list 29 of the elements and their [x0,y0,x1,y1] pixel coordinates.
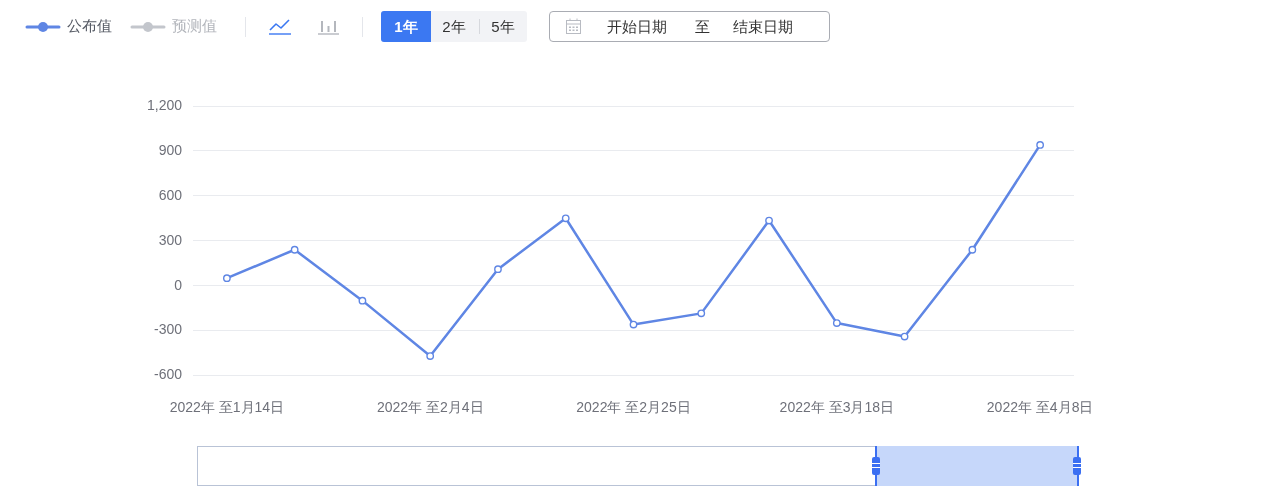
point [494,265,502,274]
point [561,214,570,223]
y-tick-label: -600 [153,366,183,383]
date-range-field: 开始日期 至 结束日期 [549,11,830,42]
point [629,320,638,329]
point [968,245,977,254]
y-tick-label: 300 [158,231,183,248]
y-tick-label: 600 [158,186,183,203]
y-tick-label: -300 [153,321,183,338]
point [222,274,231,283]
x-tick-label: 2022年 至3月18日 [779,398,895,415]
point [900,332,909,341]
x-tick-label: 2022年 至2月4日 [376,398,484,415]
legend-label: 预测值 [172,17,217,35]
point [290,245,299,254]
period-selector: 1年 2年 5年 [381,11,527,42]
x-tick-label: 2022年 至4月8日 [986,398,1094,415]
point [426,352,435,360]
point [697,309,706,318]
point [1036,141,1045,149]
legend-label: 公布值 [67,17,112,35]
x-tick-label: 2022年 至1月14日 [169,398,285,415]
x-tick-label: 2022年 至2月25日 [576,398,691,415]
point [358,296,367,305]
y-tick-label: 0 [174,276,183,293]
y-tick-label: 1,200 [146,96,183,113]
y-tick-label: 900 [158,141,183,158]
point [832,319,841,327]
point [765,216,773,225]
